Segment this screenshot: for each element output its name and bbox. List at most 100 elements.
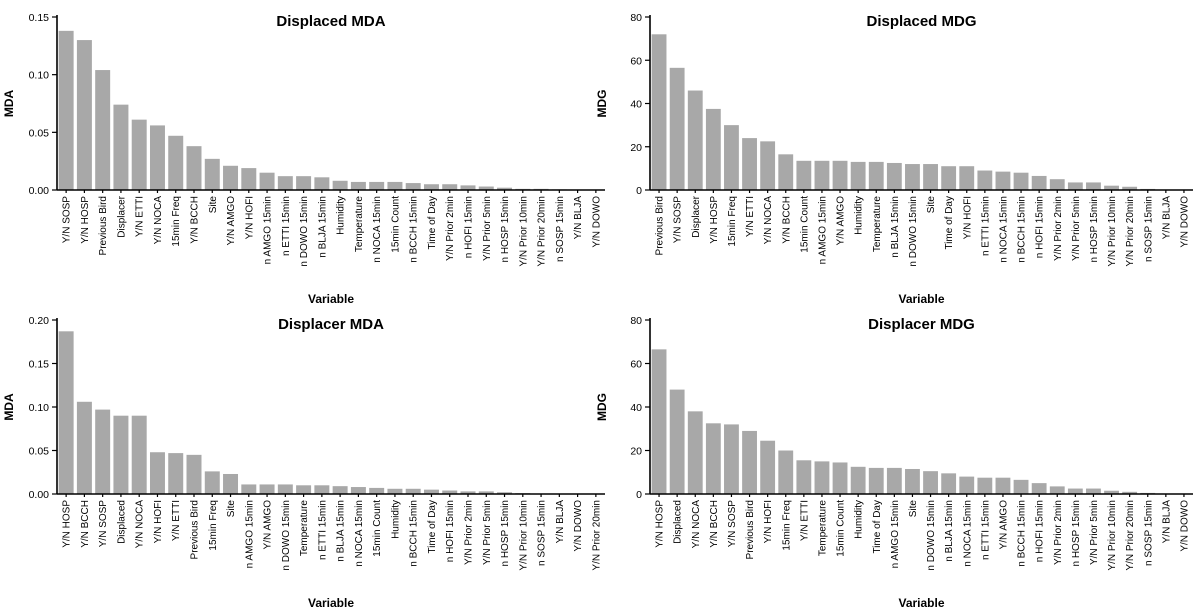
x-category-label: Y/N AMGO — [836, 196, 847, 246]
bar — [460, 491, 476, 494]
x-category-label: n NOCA 15min — [998, 196, 1009, 263]
bar — [868, 161, 884, 190]
bar — [850, 161, 866, 190]
bar — [58, 30, 74, 191]
x-category-label: Y/N DOWO — [1179, 500, 1190, 552]
x-category-label: Y/N NOCA — [153, 196, 164, 245]
y-tick-label: 0.00 — [29, 489, 50, 501]
x-category-label: n BLJA 15min — [317, 196, 328, 258]
bar — [186, 146, 202, 190]
bar — [223, 165, 239, 190]
x-category-label: Y/N HOSP — [62, 500, 73, 548]
bar — [941, 473, 957, 494]
x-category-label: n SOSP 15min — [1143, 196, 1154, 262]
bar — [149, 125, 165, 190]
bar — [241, 168, 257, 190]
y-axis-title: MDA — [2, 393, 16, 421]
bar — [778, 450, 794, 494]
bar — [1067, 488, 1083, 494]
bar — [332, 486, 348, 494]
x-category-label: Y/N Prior 20min — [591, 500, 602, 571]
bar — [277, 176, 293, 190]
x-axis-title: Variable — [308, 292, 354, 306]
bar — [687, 411, 703, 494]
bar — [296, 176, 312, 190]
x-category-label: Y/N BCCH — [190, 196, 201, 244]
y-tick-label: 20 — [630, 142, 642, 154]
bar — [1122, 491, 1138, 494]
bar — [277, 484, 293, 494]
x-category-label: Time of Day — [427, 500, 438, 554]
x-category-label: Y/N Prior 2min — [445, 196, 456, 261]
x-category-label: Y/N AMGO — [263, 500, 274, 550]
bar — [742, 430, 757, 494]
bar — [58, 331, 74, 494]
x-category-label: Y/N HOFI — [244, 196, 255, 239]
bar — [905, 468, 920, 494]
x-category-label: Time of Day — [872, 500, 883, 554]
bar — [796, 160, 812, 190]
x-category-label: n HOFI 15min — [445, 500, 456, 562]
x-category-label: n NOCA 15min — [372, 196, 383, 263]
bar — [868, 467, 884, 494]
x-category-label: n SOSP 15min — [537, 500, 548, 566]
y-tick-label: 0.10 — [29, 402, 50, 414]
bar — [1122, 186, 1138, 190]
bar — [131, 119, 147, 190]
x-category-label: Y/N NOCA — [691, 500, 702, 549]
bar — [442, 490, 458, 494]
x-category-label: Y/N AMGO — [998, 500, 1009, 550]
x-category-label: n BCCH 15min — [1017, 196, 1028, 263]
bar — [651, 34, 667, 190]
bar — [186, 454, 202, 494]
bar — [1049, 486, 1065, 494]
x-category-label: n HOFI 15min — [464, 196, 475, 258]
x-category-label: n HOSP 15min — [1089, 196, 1100, 263]
x-category-label: 15min Freq — [781, 500, 792, 551]
bar — [259, 172, 275, 190]
bar — [405, 488, 421, 494]
bar — [941, 166, 957, 190]
y-tick-label: 0 — [636, 185, 642, 197]
x-category-label: Y/N Prior 10min — [518, 500, 529, 571]
bar — [760, 440, 776, 494]
x-category-label: Displacer — [116, 195, 127, 237]
bar — [742, 138, 757, 190]
chart-panel-4: 0 20 40 60 80 Y/N HOSP Displaced Y/N NOCA Y/N BC… — [595, 315, 1193, 610]
x-category-label: n NOCA 15min — [354, 500, 365, 567]
x-category-label: Y/N BLJA — [555, 500, 566, 544]
x-category-label: Previous Bird — [745, 500, 756, 559]
y-tick-label: 80 — [630, 315, 642, 327]
x-category-label: Y/N Prior 5min — [482, 196, 493, 261]
bar — [669, 67, 685, 190]
x-category-label: n HOSP 15min — [500, 500, 511, 567]
bar — [724, 125, 739, 191]
x-category-label: Y/N Prior 2min — [1053, 500, 1064, 565]
x-category-label: n DOWO 15min — [299, 196, 310, 267]
x-category-label: Y/N ETTI — [171, 500, 182, 541]
y-tick-label: 60 — [630, 359, 642, 371]
x-category-label: Y/N DOWO — [573, 500, 584, 552]
y-tick-label: 0.10 — [29, 70, 50, 82]
x-category-label: Y/N NOCA — [135, 500, 146, 549]
x-category-label: Y/N HOFI — [153, 500, 164, 543]
x-category-label: Y/N HOFI — [962, 196, 973, 239]
x-category-label: Y/N BLJA — [1161, 196, 1172, 240]
x-category-label: n HOFI 15min — [1035, 500, 1046, 562]
bar — [705, 108, 721, 190]
bar — [423, 489, 439, 494]
bar — [1104, 185, 1119, 190]
bar — [1031, 175, 1047, 190]
x-category-label: n ETTI 15min — [980, 500, 991, 560]
x-category-label: Y/N BLJA — [1161, 500, 1172, 544]
x-category-label: n BLJA 15min — [890, 196, 901, 258]
bar — [705, 423, 721, 494]
bar — [923, 471, 938, 494]
bar — [405, 183, 421, 190]
bar — [478, 186, 494, 190]
x-category-label: n BCCH 15min — [1017, 500, 1028, 567]
x-category-label: Site — [926, 196, 937, 214]
x-category-label: Humidity — [854, 500, 865, 539]
x-category-label: 15min Count — [372, 500, 383, 557]
bar — [350, 181, 366, 190]
